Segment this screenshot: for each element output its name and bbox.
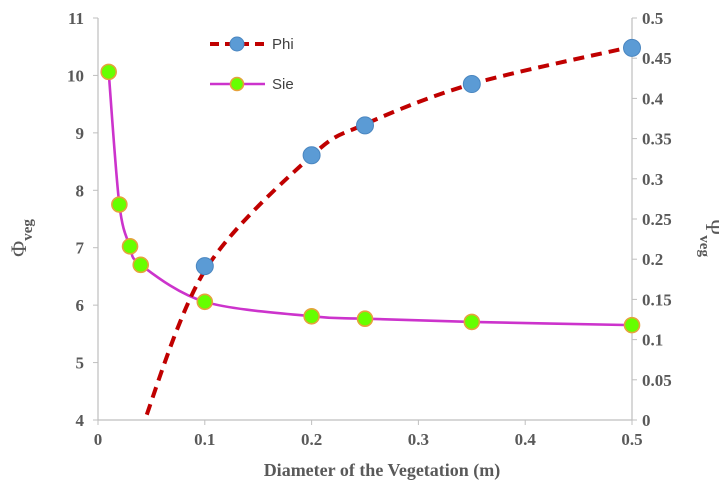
right-y-tick-label: 0.45 bbox=[642, 49, 672, 68]
x-tick-label: 0.1 bbox=[194, 430, 215, 449]
phi-data-point bbox=[462, 75, 481, 94]
x-tick-label: 0.3 bbox=[408, 430, 429, 449]
left-y-tick-label: 11 bbox=[68, 9, 84, 28]
left-y-tick-label: 7 bbox=[76, 239, 85, 258]
series-line-phi bbox=[142, 44, 632, 420]
legend-sie-marker bbox=[229, 76, 245, 92]
sie-data-point bbox=[121, 238, 139, 255]
right-y-tick-label: 0.5 bbox=[642, 9, 663, 28]
right-y-axis-symbol: Ψ bbox=[701, 219, 719, 236]
sie-data-point bbox=[132, 256, 150, 274]
axes: 0 0.1 0.2 0.3 0.4 0.5 4 5 6 7 8 9 10 11 0 0.05 0.1 0.15 0.… bbox=[67, 9, 672, 449]
x-tick-label: 0.4 bbox=[515, 430, 537, 449]
legend-phi-marker bbox=[229, 36, 245, 52]
x-tick-label: 0 bbox=[94, 430, 103, 449]
left-y-tick-label: 9 bbox=[76, 124, 85, 143]
sie-data-point bbox=[623, 316, 641, 334]
right-y-tick-label: 0 bbox=[642, 411, 651, 430]
right-y-tick-label: 0.15 bbox=[642, 290, 672, 309]
legend-sie-label: Sie bbox=[272, 76, 294, 93]
series-line-sie bbox=[107, 71, 632, 327]
sie-data-point bbox=[356, 310, 374, 327]
right-y-axis-title: Ψveg bbox=[696, 219, 719, 257]
right-y-tick-label: 0.2 bbox=[642, 250, 663, 269]
left-y-axis-symbol: Φ bbox=[6, 241, 31, 257]
phi-data-point bbox=[623, 38, 641, 57]
right-y-tick-label: 0.25 bbox=[642, 210, 672, 229]
legend: Phi Sie bbox=[210, 36, 294, 93]
phi-data-point bbox=[195, 257, 214, 276]
phi-data-point bbox=[302, 146, 321, 165]
left-y-tick-label: 10 bbox=[67, 66, 84, 85]
right-y-tick-label: 0.3 bbox=[642, 170, 663, 189]
series-layer bbox=[100, 38, 641, 420]
axis-titles: Diameter of the Vegetation (m) Φveg Ψveg bbox=[6, 219, 719, 481]
sie-data-point bbox=[196, 293, 214, 311]
left-y-tick-label: 5 bbox=[76, 354, 85, 373]
sie-data-point bbox=[111, 196, 128, 213]
sie-data-point bbox=[100, 63, 117, 81]
x-tick-label: 0.5 bbox=[621, 430, 642, 449]
legend-phi-label: Phi bbox=[272, 36, 294, 53]
phi-data-point bbox=[356, 116, 374, 135]
left-y-axis-subscript: veg bbox=[20, 219, 36, 241]
sie-data-point bbox=[463, 313, 481, 331]
left-y-tick-label: 6 bbox=[76, 296, 85, 315]
left-y-tick-label: 8 bbox=[76, 181, 85, 200]
x-tick-label: 0.2 bbox=[301, 430, 322, 449]
left-y-axis-title: Φveg bbox=[6, 219, 36, 257]
x-axis-title: Diameter of the Vegetation (m) bbox=[264, 460, 501, 481]
left-y-tick-label: 4 bbox=[76, 411, 85, 430]
sie-data-point bbox=[303, 307, 320, 325]
right-y-tick-label: 0.4 bbox=[642, 89, 664, 108]
right-y-tick-label: 0.35 bbox=[642, 130, 672, 149]
right-y-tick-label: 0.05 bbox=[642, 371, 672, 390]
right-y-axis-subscript: veg bbox=[696, 235, 712, 257]
right-y-tick-label: 0.1 bbox=[642, 331, 663, 350]
